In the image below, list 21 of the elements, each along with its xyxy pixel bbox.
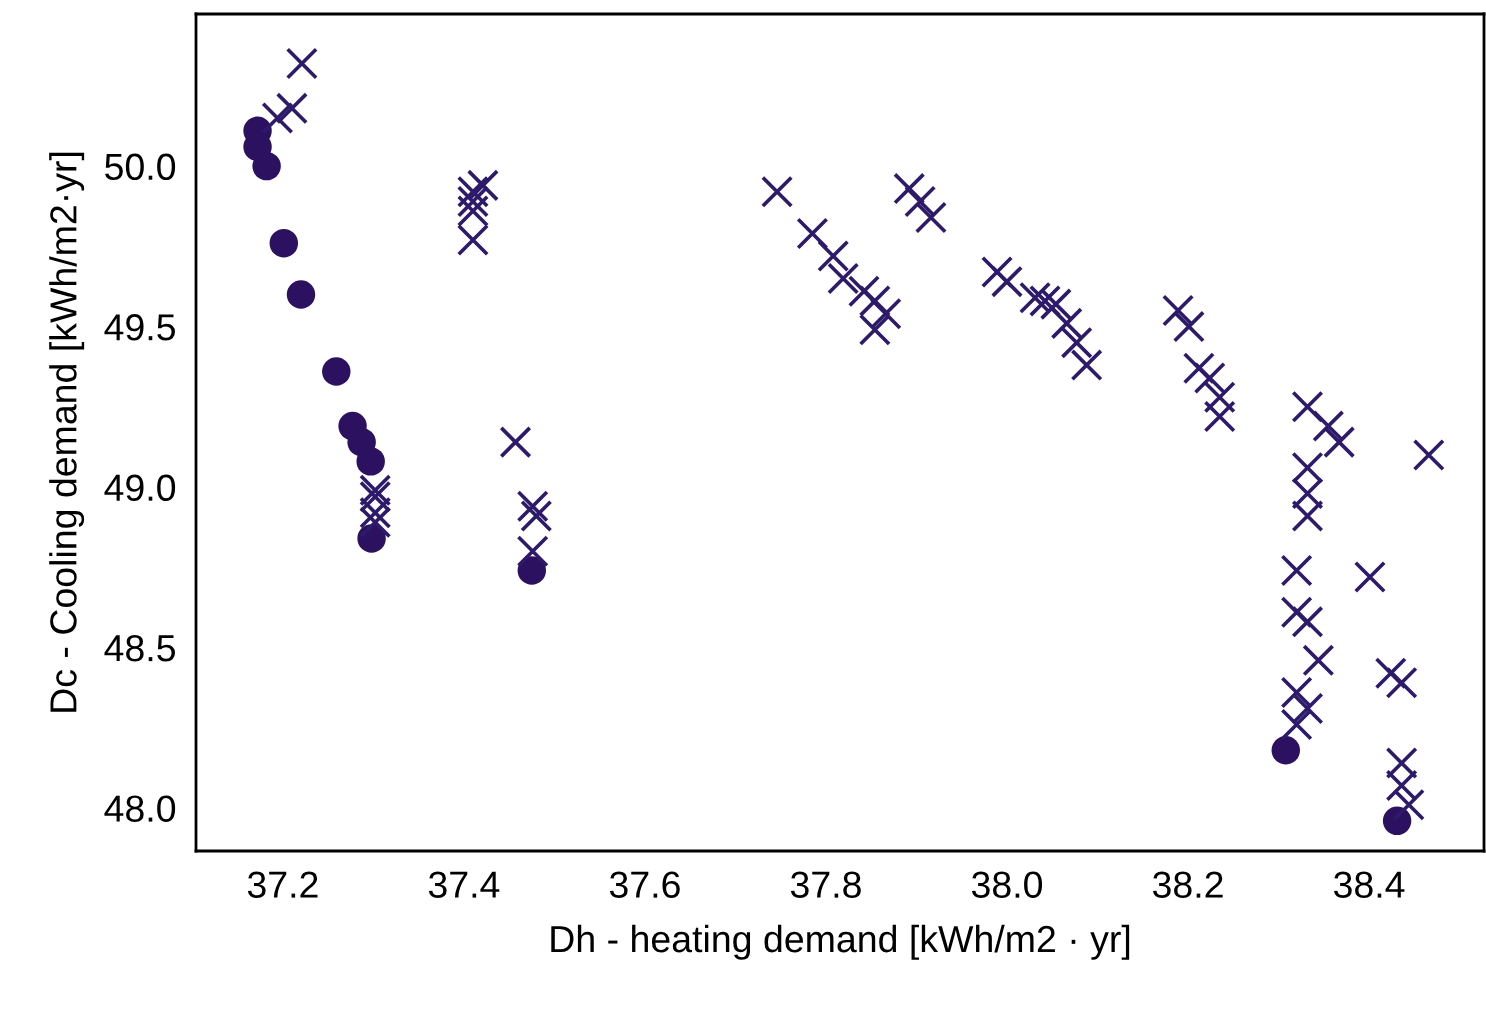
point [517,556,547,585]
y-tick-label: 48.5 [104,634,175,662]
point [252,151,281,181]
x-tick-label: 37.4 [428,871,500,898]
y-tick-label: 49.0 [104,474,176,502]
x-tick-label: 37.2 [247,871,318,898]
x-tick-label: 38.4 [1333,871,1405,898]
point [322,357,351,386]
x-axis-title: Dh - heating demand [kWh/m2 · yr] [551,924,1130,960]
x-tick-label: 38.0 [971,871,1043,898]
y-axis-title: Dc - Cooling demand [kWh/m2·yr] [49,152,85,712]
x-tick-label: 37.8 [790,871,861,898]
point [1271,735,1301,765]
y-tick-label: 48.0 [104,795,176,822]
x-tick-label: 37.6 [609,871,680,898]
y-tick-label: 50.0 [105,153,176,181]
y-tick-label: 49.5 [104,313,175,341]
point [269,228,299,258]
x-tick-label: 38.2 [1152,871,1223,898]
point [356,447,385,476]
point [286,280,316,309]
